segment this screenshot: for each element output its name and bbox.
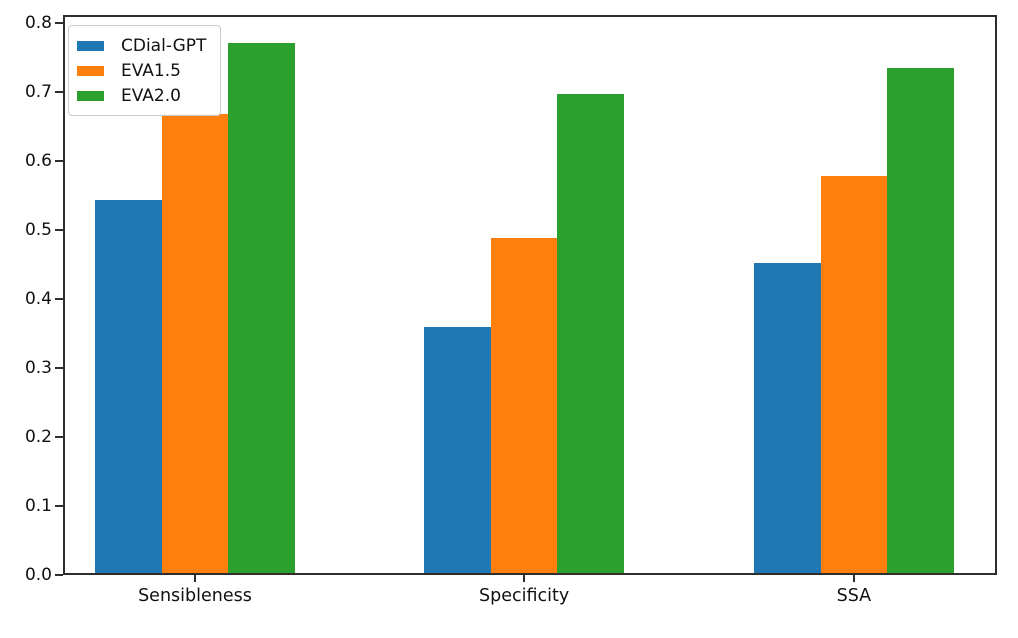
- bar-eva2-0-specificity: [557, 93, 624, 573]
- legend-swatch-eva2-0: [77, 90, 104, 101]
- bar-eva1-5-specificity: [490, 237, 558, 573]
- x-tick-label-sensibleness: Sensibleness: [138, 586, 252, 606]
- legend: CDial-GPT EVA1.5 EVA2.0: [68, 25, 222, 116]
- y-tick-mark: [55, 91, 63, 94]
- bar-cdial-gpt-specificity: [424, 326, 491, 573]
- legend-item-eva2-0: EVA2.0: [77, 83, 206, 108]
- legend-label: CDial-GPT: [121, 35, 207, 56]
- bar-cdial-gpt-sensibleness: [95, 199, 162, 573]
- y-tick-label: 0.3: [24, 358, 52, 379]
- y-tick-mark: [55, 22, 63, 25]
- y-tick-label: 0.0: [24, 565, 52, 585]
- bar-eva2-0-ssa: [887, 68, 954, 573]
- y-tick-label: 0.6: [24, 151, 52, 172]
- y-tick-label: 0.1: [24, 496, 52, 517]
- y-tick-mark: [55, 574, 63, 576]
- plot-area: CDial-GPT EVA1.5 EVA2.0: [63, 15, 997, 575]
- y-tick-mark: [55, 436, 63, 439]
- y-tick-mark: [55, 367, 63, 370]
- legend-label: EVA1.5: [121, 60, 181, 81]
- y-tick-mark: [55, 298, 63, 301]
- legend-item-eva1-5: EVA1.5: [77, 58, 206, 83]
- bar-eva1-5-ssa: [820, 176, 888, 573]
- y-tick-label: 0.7: [24, 82, 52, 103]
- y-tick-mark: [55, 160, 63, 163]
- bar-eva1-5-sensibleness: [161, 114, 229, 573]
- y-tick-label: 0.4: [24, 289, 52, 310]
- bar-eva2-0-sensibleness: [228, 42, 295, 573]
- y-tick-label: 0.2: [24, 427, 52, 448]
- bar-cdial-gpt-ssa: [754, 263, 821, 573]
- x-tick-mark: [852, 575, 855, 582]
- legend-item-cdial-gpt: CDial-GPT: [77, 33, 206, 58]
- y-tick-mark: [55, 505, 63, 508]
- x-tick-mark: [523, 575, 526, 582]
- y-tick-label: 0.8: [24, 13, 52, 34]
- legend-swatch-cdial-gpt: [77, 40, 104, 51]
- legend-swatch-eva1-5: [77, 65, 104, 76]
- y-tick-label: 0.5: [24, 220, 52, 241]
- x-tick-mark: [193, 575, 196, 582]
- x-tick-label-ssa: SSA: [836, 586, 872, 606]
- legend-label: EVA2.0: [121, 85, 181, 106]
- x-tick-label-specificity: Specificity: [479, 586, 570, 606]
- y-tick-mark: [55, 229, 63, 232]
